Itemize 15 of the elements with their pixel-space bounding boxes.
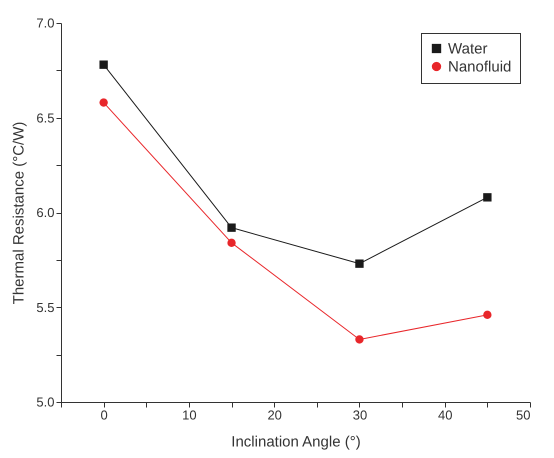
y-axis-title: Thermal Resistance (°C/W) xyxy=(10,122,28,304)
x-tick-label: 20 xyxy=(267,408,282,422)
x-tick-label: 30 xyxy=(352,408,368,422)
x-tick-label: 10 xyxy=(182,408,197,422)
x-tick-label: 0 xyxy=(100,408,108,422)
legend-label: Water xyxy=(448,40,488,58)
x-axis-title: Inclination Angle (°) xyxy=(231,434,361,450)
x-tick-label: 50 xyxy=(516,408,530,422)
y-tick-label: 7.0 xyxy=(36,16,54,30)
y-tick-label: 5.5 xyxy=(36,300,54,315)
y-tick-label: 6.5 xyxy=(36,110,54,126)
y-tick-label: 5.0 xyxy=(36,394,54,410)
y-tick-label: 6.0 xyxy=(36,205,54,220)
x-tick-label: 40 xyxy=(438,408,452,422)
legend-label: Nanofluid xyxy=(448,58,512,76)
